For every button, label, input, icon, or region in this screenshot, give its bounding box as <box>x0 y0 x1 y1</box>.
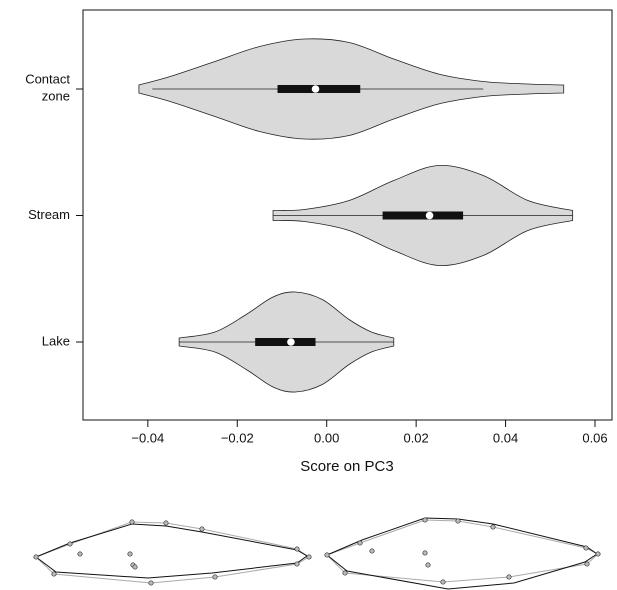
outline-black <box>326 517 598 590</box>
y-tick-label: Lake <box>42 333 70 348</box>
outline-gray <box>35 521 310 584</box>
median <box>287 338 295 346</box>
outline-black <box>35 523 308 579</box>
x-tick-label: 0.00 <box>314 430 339 445</box>
x-tick-label: 0.06 <box>582 430 607 445</box>
outline-gray <box>326 519 599 583</box>
x-tick-label: 0.02 <box>403 430 428 445</box>
x-tick-label: 0.04 <box>493 430 518 445</box>
median <box>311 85 320 93</box>
median <box>425 211 434 220</box>
x-tick-label: −0.02 <box>221 430 254 445</box>
y-tick-label: Contact zone <box>25 72 70 104</box>
y-tick-label: Stream <box>28 207 70 222</box>
shape-diagram-right <box>324 517 601 590</box>
shape-diagram-left <box>33 519 312 586</box>
iqr-box <box>382 211 464 220</box>
x-tick-label: −0.04 <box>131 430 164 445</box>
iqr-box <box>255 338 316 346</box>
x-axis-label: Score on PC3 <box>300 458 393 475</box>
